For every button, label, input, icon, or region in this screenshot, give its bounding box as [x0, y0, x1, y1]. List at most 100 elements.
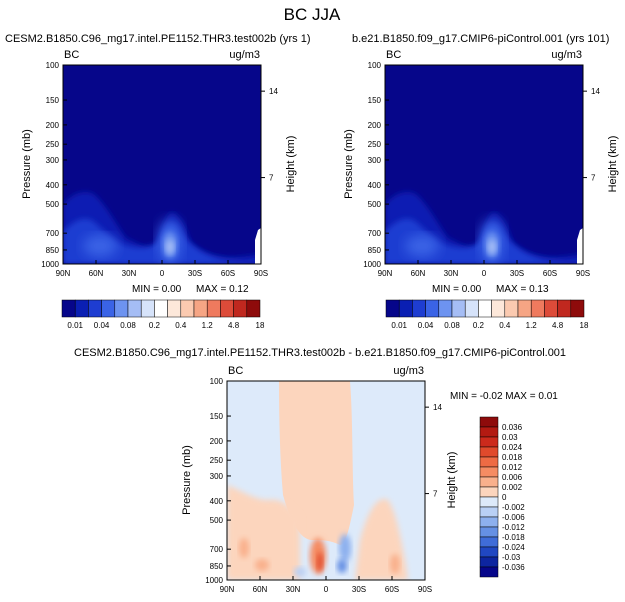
colorbar-label: 18 [580, 321, 589, 330]
panel-difference-minmax: MIN = -0.02 MAX = 0.01 [450, 391, 558, 402]
height-tick-label: 14 [269, 87, 278, 96]
panel-difference-ylabel-right: Height (km) [446, 452, 458, 509]
colorbar-label: 1.2 [526, 321, 538, 330]
colorbar-label: 0.01 [67, 321, 83, 330]
pressure-tick-label: 300 [368, 156, 382, 165]
colorbar-swatch [479, 566, 499, 578]
pressure-tick-label: 250 [210, 456, 224, 465]
colorbar-swatch [101, 299, 116, 318]
pressure-tick-label: 150 [46, 96, 60, 105]
panel-test-min: MIN = 0.00 [132, 284, 182, 295]
colorbar-swatch [61, 299, 76, 318]
colorbar-swatch [451, 299, 466, 318]
lat-tick-label: 60N [253, 585, 268, 594]
colorbar-swatch [504, 299, 519, 318]
panel-difference: CESM2.B1850.C96_mg17.intel.PE1152.THR3.t… [74, 347, 566, 594]
lat-tick-label: 90N [378, 269, 393, 278]
lat-tick-label: 30N [286, 585, 301, 594]
colorbar-label: 0.2 [473, 321, 485, 330]
colorbar-swatch [479, 446, 499, 458]
lat-tick-label: 30N [122, 269, 137, 278]
colorbar-label: -0.018 [502, 533, 525, 542]
height-tick-label: 7 [269, 174, 274, 183]
page-title: BC JJA [284, 5, 341, 24]
lat-tick-label: 0 [482, 269, 487, 278]
colorbar-swatch [167, 299, 182, 318]
colorbar-swatch [479, 536, 499, 548]
colorbar-swatch [479, 556, 499, 568]
height-tick-label: 14 [433, 403, 442, 412]
panel-control-max: MAX = 0.13 [496, 284, 549, 295]
colorbar-swatch [479, 486, 499, 498]
colorbar-swatch [479, 466, 499, 478]
colorbar-label: 0.08 [120, 321, 136, 330]
panel-test-ylabel: Pressure (mb) [21, 129, 33, 199]
colorbar-swatch [570, 299, 585, 318]
pressure-tick-label: 200 [210, 437, 224, 446]
pressure-tick-label: 100 [46, 61, 60, 70]
lat-tick-label: 30N [444, 269, 459, 278]
colorbar-swatch [479, 516, 499, 528]
panel-control-field [385, 65, 583, 264]
panel-control-units: ug/m3 [551, 49, 582, 61]
colorbar-label: 0.08 [444, 321, 460, 330]
pressure-tick-label: 850 [46, 246, 60, 255]
panel-test-field [63, 65, 261, 264]
height-tick-label: 7 [433, 490, 438, 499]
pressure-tick-label: 850 [368, 246, 382, 255]
pressure-tick-label: 500 [210, 516, 224, 525]
panel-test-title: CESM2.B1850.C96_mg17.intel.PE1152.THR3.t… [5, 33, 311, 45]
colorbar-label: 0.03 [502, 433, 518, 442]
pressure-tick-label: 700 [46, 229, 60, 238]
lat-tick-label: 0 [160, 269, 165, 278]
colorbar-swatch [479, 426, 499, 438]
colorbar-label: 18 [256, 321, 265, 330]
pressure-tick-label: 700 [210, 545, 224, 554]
colorbar-swatch [246, 299, 261, 318]
height-tick-label: 7 [591, 174, 596, 183]
panel-difference-units: ug/m3 [393, 365, 424, 377]
colorbar-swatch [127, 299, 142, 318]
colorbar-swatch [479, 496, 499, 508]
lat-tick-label: 90N [56, 269, 71, 278]
pressure-tick-label: 1000 [205, 576, 223, 585]
colorbar-swatch [479, 506, 499, 518]
colorbar-label: -0.03 [502, 553, 521, 562]
panel-control-pressure-ticks: 100 150 200 250 300 400 500 700 850 1000 [363, 61, 389, 269]
colorbar-swatch [557, 299, 572, 318]
colorbar-swatch [438, 299, 453, 318]
lat-tick-label: 60N [411, 269, 426, 278]
lat-tick-label: 30S [352, 585, 366, 594]
colorbar-label: 0.002 [502, 483, 523, 492]
colorbar-label: 0.024 [502, 443, 523, 452]
pressure-tick-label: 400 [210, 497, 224, 506]
colorbar-label: -0.012 [502, 523, 525, 532]
pressure-tick-label: 700 [368, 229, 382, 238]
panel-test-ylabel-right: Height (km) [285, 136, 297, 193]
colorbar-label: 0.012 [502, 463, 523, 472]
panel-test-max: MAX = 0.12 [196, 284, 249, 295]
panel-test-lat-ticks: 90N 60N 30N 0 30S 60S 90S [56, 260, 268, 278]
colorbar-label: 0.4 [499, 321, 511, 330]
colorbar-swatch [140, 299, 155, 318]
colorbar-label: 0.006 [502, 473, 523, 482]
lat-tick-label: 60S [385, 585, 399, 594]
colorbar-label: 0.04 [94, 321, 110, 330]
colorbar-swatch [544, 299, 558, 318]
panel-difference-ylabel: Pressure (mb) [181, 445, 193, 515]
colorbar-swatch [517, 299, 532, 318]
colorbar-swatch [220, 299, 234, 318]
pressure-tick-label: 500 [46, 200, 60, 209]
colorbar-swatch [425, 299, 440, 318]
panel-control-field-label: BC [386, 49, 401, 61]
panel-difference-pressure-ticks: 100 150 200 250 300 400 500 700 850 1000 [205, 377, 231, 585]
pressure-tick-label: 300 [210, 472, 224, 481]
panel-test-colorbar: 0.01 0.04 0.08 0.2 0.4 1.2 4.8 18 [61, 299, 265, 330]
lat-tick-label: 60S [543, 269, 557, 278]
pressure-tick-label: 500 [368, 200, 382, 209]
pressure-tick-label: 250 [368, 140, 382, 149]
panel-control-min: MIN = 0.00 [432, 284, 482, 295]
lat-tick-label: 60N [89, 269, 104, 278]
colorbar-swatch [385, 299, 400, 318]
